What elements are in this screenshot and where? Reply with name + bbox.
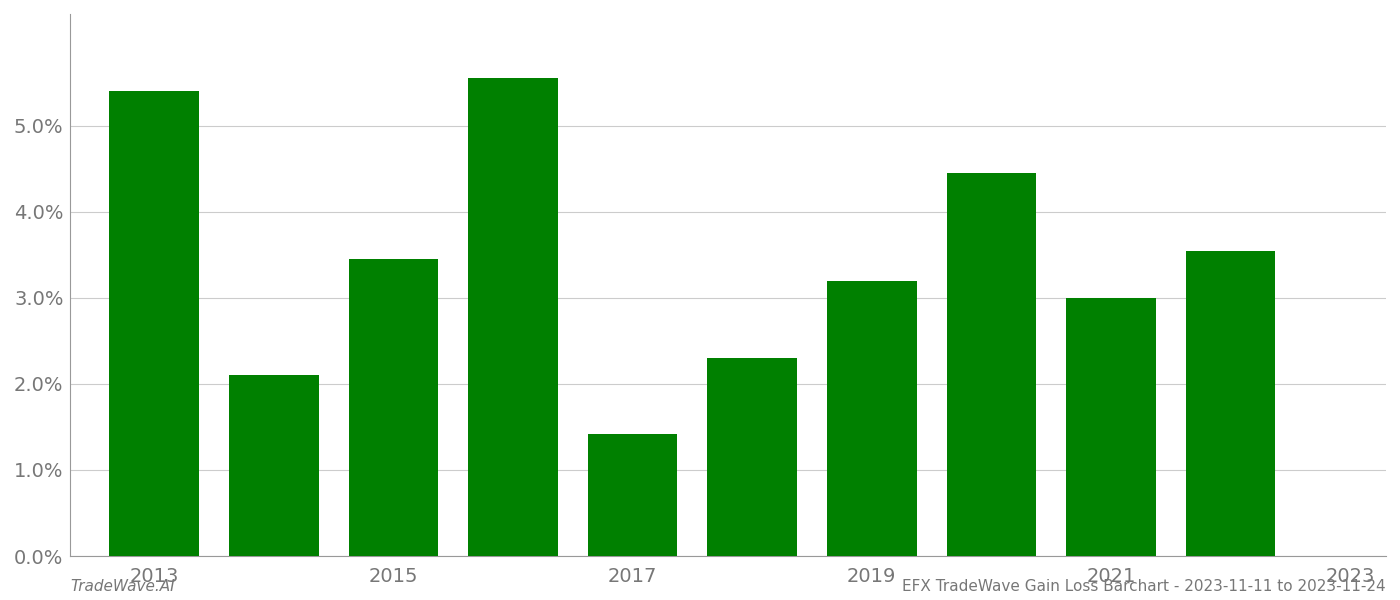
- Bar: [946, 173, 1036, 556]
- Bar: [707, 358, 797, 556]
- Bar: [230, 375, 319, 556]
- Bar: [1067, 298, 1156, 556]
- Bar: [1186, 251, 1275, 556]
- Bar: [109, 91, 199, 556]
- Bar: [588, 434, 678, 556]
- Text: EFX TradeWave Gain Loss Barchart - 2023-11-11 to 2023-11-24: EFX TradeWave Gain Loss Barchart - 2023-…: [903, 579, 1386, 594]
- Bar: [468, 79, 557, 556]
- Bar: [827, 281, 917, 556]
- Bar: [349, 259, 438, 556]
- Text: TradeWave.AI: TradeWave.AI: [70, 579, 175, 594]
